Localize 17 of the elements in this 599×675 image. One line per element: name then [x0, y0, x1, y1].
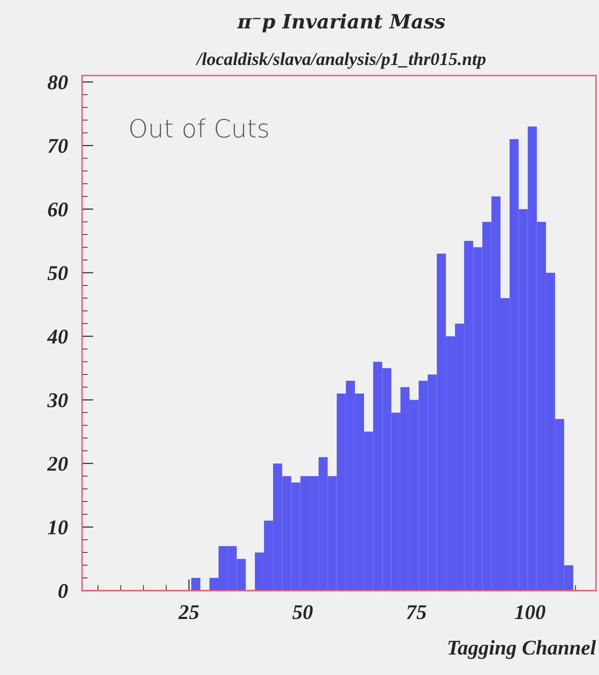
y-tick-label: 40 — [47, 330, 68, 344]
y-tick-label: 20 — [47, 456, 68, 471]
chart-title: π⁻p Invariant Mass — [237, 14, 446, 32]
y-tick-label: 70 — [48, 138, 68, 153]
x-axis-title: Tagging Channel — [448, 640, 596, 659]
x-tick-label: 25 — [178, 605, 199, 620]
y-tick-label: 10 — [48, 520, 68, 534]
x-tick-label: 100 — [514, 605, 546, 620]
x-tick-label: 50 — [292, 605, 313, 620]
y-tick-label: 80 — [48, 75, 68, 90]
y-tick-label: 30 — [47, 393, 68, 408]
x-tick-label: 75 — [406, 605, 426, 620]
y-tick-label: 0 — [58, 584, 68, 598]
annotation: Out of Cuts — [130, 118, 268, 138]
y-tick-label: 60 — [48, 202, 68, 217]
chart-subtitle: /localdisk/slava/analysis/p1_thr015.ntp — [196, 52, 486, 69]
y-tick-label: 50 — [48, 266, 68, 280]
